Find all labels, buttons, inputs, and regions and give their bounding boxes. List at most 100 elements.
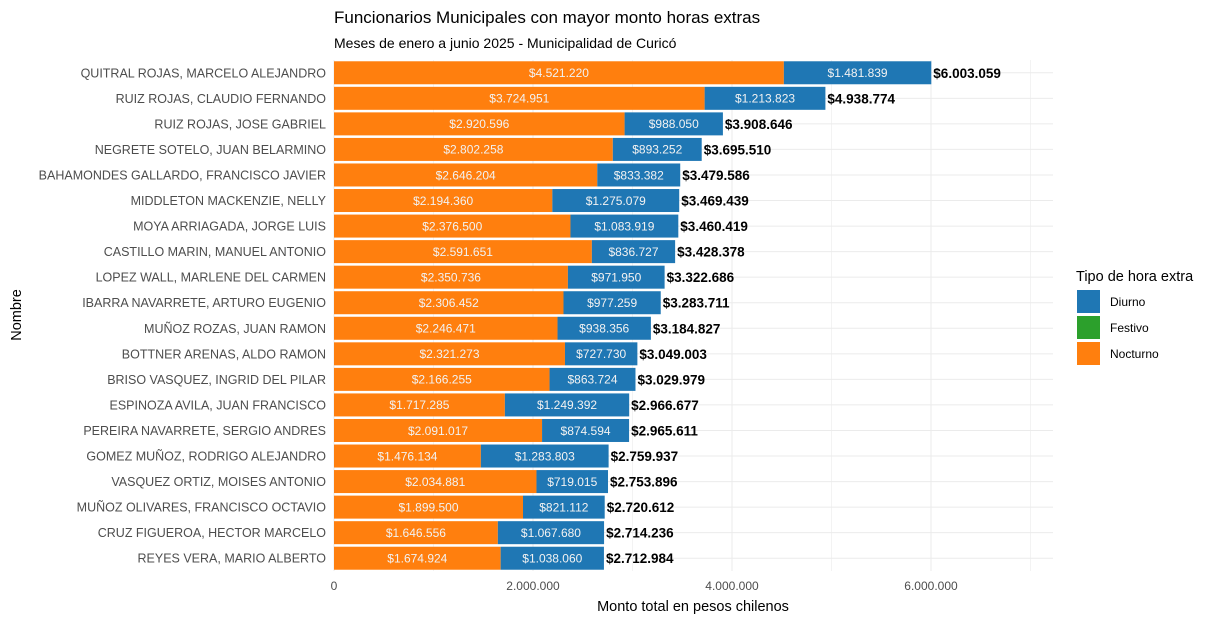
bar-total-label: $2.965.611 bbox=[631, 423, 698, 438]
bar-label-nocturno: $1.646.556 bbox=[386, 526, 446, 540]
x-tick-label: 2.000.000 bbox=[506, 579, 560, 593]
bar-nocturno bbox=[334, 214, 571, 238]
bar-label-diurno: $1.083.919 bbox=[594, 219, 654, 233]
y-tick-label: VASQUEZ ORTIZ, MOISES ANTONIO bbox=[111, 475, 326, 489]
bar-total-label: $3.322.686 bbox=[667, 270, 735, 285]
bar-group: $2.166.255 $863.724 $3.029.979 bbox=[334, 367, 705, 391]
y-tick-label: MIDDLETON MACKENZIE, NELLY bbox=[131, 194, 327, 208]
bar-nocturno bbox=[334, 444, 481, 468]
bar-label-diurno: $1.213.823 bbox=[735, 92, 795, 106]
bar-nocturno bbox=[334, 418, 543, 442]
bar-group: $2.646.204 $833.382 $3.479.586 bbox=[334, 163, 750, 187]
legend: Tipo de hora extra Diurno Festivo Nocturno bbox=[1076, 269, 1194, 365]
y-tick-label: GOMEZ MUÑOZ, RODRIGO ALEJANDRO bbox=[86, 450, 326, 464]
bar-label-nocturno: $2.646.204 bbox=[436, 168, 496, 182]
bar-diurno bbox=[597, 163, 681, 187]
chart-title: Funcionarios Municipales con mayor monto… bbox=[334, 8, 760, 27]
bar-label-diurno: $1.481.839 bbox=[828, 66, 888, 80]
legend-item: Nocturno bbox=[1077, 342, 1159, 365]
y-tick-label: CRUZ FIGUEROA, HECTOR MARCELO bbox=[98, 526, 327, 540]
bar-label-diurno: $727.730 bbox=[576, 347, 626, 361]
bar-nocturno bbox=[334, 189, 553, 213]
bar-diurno bbox=[564, 342, 638, 366]
bar-group: $2.591.651 $836.727 $3.428.378 bbox=[334, 240, 745, 264]
bar-label-nocturno: $2.591.651 bbox=[433, 245, 493, 259]
bar-total-label: $3.283.711 bbox=[663, 296, 730, 311]
y-tick-label: RUIZ ROJAS, CLAUDIO FERNANDO bbox=[116, 92, 327, 106]
legend-item: Diurno bbox=[1077, 290, 1146, 313]
y-tick-label: BRISO VASQUEZ, INGRID DEL PILAR bbox=[107, 373, 326, 387]
bar-total-label: $4.938.774 bbox=[827, 91, 895, 106]
legend-title: Tipo de hora extra bbox=[1076, 269, 1194, 285]
bar-label-nocturno: $2.091.017 bbox=[408, 424, 468, 438]
bar-diurno bbox=[523, 495, 605, 519]
bar-diurno bbox=[542, 418, 630, 442]
bars: $4.521.220 $1.481.839 $6.003.059 $3.724.951… bbox=[334, 61, 1001, 570]
bar-total-label: $2.720.612 bbox=[607, 500, 675, 515]
bar-group: $1.646.556 $1.067.680 $2.714.236 bbox=[334, 521, 674, 545]
bar-label-nocturno: $4.521.220 bbox=[529, 66, 589, 80]
bar-label-nocturno: $2.034.881 bbox=[405, 475, 465, 489]
bar-nocturno bbox=[334, 61, 784, 85]
bar-label-nocturno: $2.321.273 bbox=[419, 347, 479, 361]
bar-label-diurno: $863.724 bbox=[567, 373, 617, 387]
bar-diurno bbox=[480, 444, 609, 468]
bar-group: $1.476.134 $1.283.803 $2.759.937 bbox=[334, 444, 679, 468]
y-tick-label: NEGRETE SOTELO, JUAN BELARMINO bbox=[95, 143, 327, 157]
bar-total-label: $3.184.827 bbox=[653, 321, 721, 336]
bar-diurno bbox=[552, 189, 680, 213]
bar-diurno bbox=[704, 86, 826, 110]
y-tick-label: CASTILLO MARIN, MANUEL ANTONIO bbox=[104, 245, 327, 259]
bar-label-nocturno: $1.717.285 bbox=[389, 398, 449, 412]
bar-total-label: $2.759.937 bbox=[611, 449, 679, 464]
bar-label-nocturno: $2.350.736 bbox=[421, 270, 481, 284]
bar-nocturno bbox=[334, 367, 550, 391]
x-axis-title: Monto total en pesos chilenos bbox=[597, 599, 789, 615]
bar-total-label: $3.469.439 bbox=[681, 194, 749, 209]
bar-total-label: $3.460.419 bbox=[680, 219, 748, 234]
bar-nocturno bbox=[334, 521, 498, 545]
y-tick-label: MUÑOZ OLIVARES, FRANCISCO OCTAVIO bbox=[77, 501, 327, 515]
bar-label-nocturno: $3.724.951 bbox=[489, 92, 549, 106]
bar-label-nocturno: $2.306.452 bbox=[419, 296, 479, 310]
y-tick-label: IBARRA NAVARRETE, ARTURO EUGENIO bbox=[82, 296, 326, 310]
bar-nocturno bbox=[334, 342, 565, 366]
bar-total-label: $3.695.510 bbox=[704, 142, 772, 157]
y-tick-label: MUÑOZ ROZAS, JUAN RAMON bbox=[144, 322, 326, 336]
bar-total-label: $6.003.059 bbox=[933, 66, 1001, 81]
bar-label-diurno: $1.283.803 bbox=[515, 449, 575, 463]
bar-diurno bbox=[557, 316, 651, 340]
bar-total-label: $2.712.984 bbox=[606, 551, 674, 566]
bar-nocturno bbox=[334, 112, 625, 136]
bar-group: $1.899.500 $821.112 $2.720.612 bbox=[334, 495, 675, 519]
bar-total-label: $2.714.236 bbox=[606, 526, 674, 541]
y-tick-label: BOTTNER ARENAS, ALDO RAMON bbox=[122, 347, 326, 361]
bar-label-nocturno: $2.802.258 bbox=[443, 143, 503, 157]
bar-diurno bbox=[570, 214, 679, 238]
bar-total-label: $2.753.896 bbox=[610, 475, 678, 490]
bar-nocturno bbox=[334, 316, 558, 340]
bar-label-diurno: $1.275.079 bbox=[586, 194, 646, 208]
bar-group: $2.920.596 $988.050 $3.908.646 bbox=[334, 112, 793, 136]
bar-total-label: $3.908.646 bbox=[725, 117, 793, 132]
bar-total-label: $3.049.003 bbox=[639, 347, 707, 362]
bar-total-label: $3.428.378 bbox=[677, 245, 745, 260]
bar-nocturno bbox=[334, 470, 537, 494]
bar-nocturno bbox=[334, 163, 598, 187]
gridlines bbox=[333, 60, 1053, 571]
bar-label-diurno: $833.382 bbox=[614, 168, 664, 182]
bar-label-diurno: $1.067.680 bbox=[521, 526, 581, 540]
bar-nocturno bbox=[334, 495, 524, 519]
legend-swatch bbox=[1077, 290, 1100, 313]
bar-group: $1.717.285 $1.249.392 $2.966.677 bbox=[334, 393, 699, 417]
bar-nocturno bbox=[334, 86, 705, 110]
bar-group: $2.246.471 $938.356 $3.184.827 bbox=[334, 316, 721, 340]
legend-item: Festivo bbox=[1077, 316, 1149, 339]
bar-group: $2.802.258 $893.252 $3.695.510 bbox=[334, 137, 772, 161]
bar-diurno bbox=[497, 521, 605, 545]
bar-nocturno bbox=[334, 240, 592, 264]
bar-nocturno bbox=[334, 137, 613, 161]
bar-diurno bbox=[504, 393, 630, 417]
y-axis-title: Nombre bbox=[9, 289, 25, 341]
